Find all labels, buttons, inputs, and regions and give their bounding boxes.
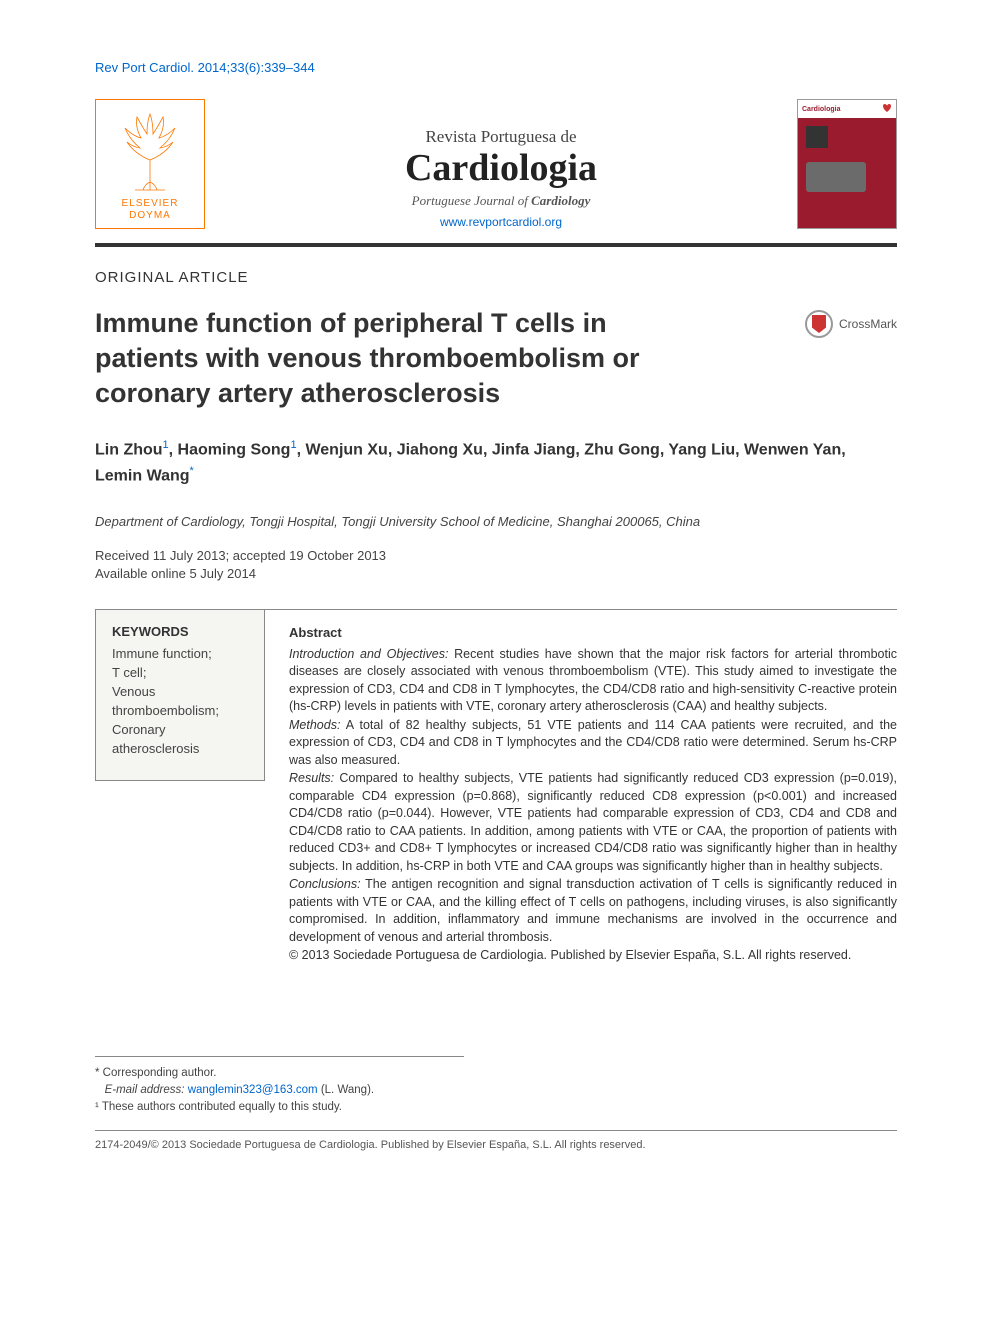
abstract-box: Abstract Introduction and Objectives: Re… [289,610,897,965]
title-row: Immune function of peripheral T cells in… [95,306,897,437]
abstract-methods: Methods: A total of 82 healthy subjects,… [289,717,897,770]
email-author-name: (L. Wang). [318,1084,374,1096]
results-label: Results: [289,771,334,785]
journal-citation: Rev Port Cardiol. 2014;33(6):339–344 [95,60,897,75]
journal-subtitle: Portuguese Journal of Cardiology [217,193,785,209]
abstract-conclusions: Conclusions: The antigen recognition and… [289,876,897,946]
issn-copyright: 2174-2049/© 2013 Sociedade Portuguesa de… [95,1130,897,1151]
journal-subtitle-bold: Cardiology [531,193,590,208]
cover-head: Cardiologia [798,100,896,118]
cover-heart-icon [882,103,892,115]
elsevier-tree-icon [102,106,198,198]
publisher-name-top: ELSEVIER [102,198,198,210]
corresponding-author: * Corresponding author. [95,1065,464,1082]
abstract-heading: Abstract [289,624,897,642]
article-type: ORIGINAL ARTICLE [95,269,897,286]
author-email[interactable]: wanglemin323@163.com [188,1084,318,1096]
journal-title-block: Revista Portuguesa de Cardiologia Portug… [205,127,797,229]
crossmark-icon [805,310,833,338]
footnotes: * Corresponding author. E-mail address: … [95,1056,464,1117]
content-row: KEYWORDS Immune function;T cell;Venous t… [95,609,897,965]
header-row: ELSEVIER DOYMA Revista Portuguesa de Car… [95,99,897,229]
publisher-logo: ELSEVIER DOYMA [95,99,205,229]
keywords-box: KEYWORDS Immune function;T cell;Venous t… [95,610,265,781]
methods-label: Methods: [289,718,340,732]
article-title: Immune function of peripheral T cells in… [95,306,695,411]
crossmark-badge[interactable]: CrossMark [805,310,897,338]
journal-title: Cardiologia [217,149,785,187]
cover-body [798,118,896,228]
publisher-name: ELSEVIER DOYMA [102,198,198,222]
cover-thumb-2 [806,162,866,192]
abstract-intro: Introduction and Objectives: Recent stud… [289,646,897,716]
concl-label: Conclusions: [289,877,361,891]
cover-thumb-1 [806,126,828,148]
equal-contribution: ¹ These authors contributed equally to t… [95,1099,464,1116]
intro-label: Introduction and Objectives: [289,647,448,661]
keywords-heading: KEYWORDS [112,624,248,639]
abstract-results: Results: Compared to healthy subjects, V… [289,770,897,875]
email-label: E-mail address: [105,1084,188,1096]
journal-subtitle-pre: Portuguese Journal of [412,193,532,208]
article-dates: Received 11 July 2013; accepted 19 Octob… [95,547,897,583]
journal-overline: Revista Portuguesa de [217,127,785,147]
affiliation: Department of Cardiology, Tongji Hospita… [95,514,897,529]
authors-list: Lin Zhou1, Haoming Song1, Wenjun Xu, Jia… [95,437,897,488]
keywords-list: Immune function;T cell;Venous thromboemb… [112,645,248,758]
concl-text: The antigen recognition and signal trans… [289,877,897,944]
email-line: E-mail address: wanglemin323@163.com (L.… [95,1082,464,1099]
available-date: Available online 5 July 2014 [95,565,897,583]
journal-url[interactable]: www.revportcardiol.org [217,215,785,229]
abstract-copyright: © 2013 Sociedade Portuguesa de Cardiolog… [289,947,897,965]
crossmark-label: CrossMark [839,317,897,331]
methods-text: A total of 82 healthy subjects, 51 VTE p… [289,718,897,767]
received-date: Received 11 July 2013; accepted 19 Octob… [95,547,897,565]
publisher-name-bottom: DOYMA [102,210,198,222]
cover-title: Cardiologia [802,106,841,113]
results-text: Compared to healthy subjects, VTE patien… [289,771,897,873]
journal-header: ELSEVIER DOYMA Revista Portuguesa de Car… [95,99,897,247]
journal-cover-thumbnail: Cardiologia [797,99,897,229]
